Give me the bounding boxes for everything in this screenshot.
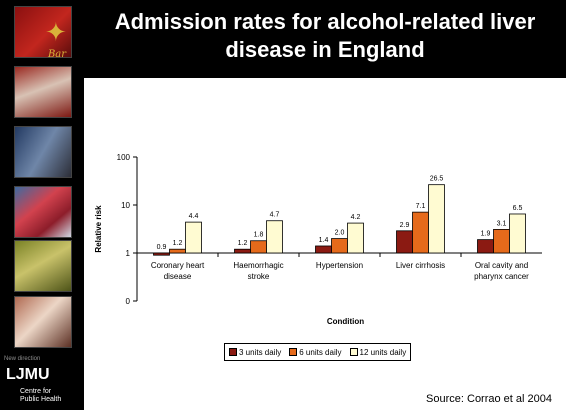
bar xyxy=(235,249,251,253)
y-tick-label: 1 xyxy=(126,249,131,258)
sidebar-image-strip: ✦ Bar New direction LJMU Centre for Publ… xyxy=(0,0,84,410)
bar xyxy=(154,253,170,255)
bar xyxy=(397,231,413,253)
legend-swatch xyxy=(350,348,358,356)
bar xyxy=(348,223,364,253)
x-tick-label: Hypertension xyxy=(316,261,363,270)
data-label: 1.9 xyxy=(481,231,491,238)
data-label: 2.9 xyxy=(400,222,410,229)
data-label: 6.5 xyxy=(513,205,523,212)
x-tick-label: stroke xyxy=(248,272,270,281)
data-label: 1.8 xyxy=(254,232,264,239)
x-tick-label: Haemorrhagic xyxy=(233,261,283,270)
data-label: 4.2 xyxy=(351,214,361,221)
data-label: 4.4 xyxy=(189,213,199,220)
star-icon: ✦ xyxy=(45,19,67,45)
page-title: Admission rates for alcohol-related live… xyxy=(84,8,566,64)
bar xyxy=(316,246,332,253)
legend-item: 3 units daily xyxy=(229,348,281,357)
data-label: 1.4 xyxy=(319,237,329,244)
data-label: 26.5 xyxy=(430,176,444,183)
x-tick-label: pharynx cancer xyxy=(474,272,529,281)
data-label: 2.0 xyxy=(335,230,345,237)
bar xyxy=(494,229,510,253)
x-axis-label: Condition xyxy=(327,317,364,326)
data-label: 3.1 xyxy=(497,220,507,227)
y-tick-label: 10 xyxy=(121,201,130,210)
thumbnail-photo-2 xyxy=(14,126,72,178)
logo-sub-line-2: Public Health xyxy=(20,396,61,404)
x-tick-label: Liver cirrhosis xyxy=(396,261,445,270)
x-tick-label: Coronary heart xyxy=(151,261,205,270)
legend-label: 6 units daily xyxy=(299,348,341,357)
thumbnail-photo-5 xyxy=(14,296,72,348)
bar xyxy=(413,212,429,253)
y-tick-label: 100 xyxy=(117,153,131,162)
legend-swatch xyxy=(229,348,237,356)
data-label: 4.7 xyxy=(270,212,280,219)
legend-item: 6 units daily xyxy=(289,348,341,357)
x-tick-label: Oral cavity and xyxy=(475,261,528,270)
ljmu-logo: LJMU xyxy=(6,366,50,384)
chart-legend: 3 units daily 6 units daily 12 units daily xyxy=(224,343,411,361)
thumbnail-photo-3 xyxy=(14,186,72,238)
data-label: 0.9 xyxy=(157,244,167,251)
logo-small-text: New direction xyxy=(4,356,40,362)
bar xyxy=(429,185,445,253)
bar-sign-thumbnail: ✦ Bar xyxy=(14,6,72,58)
bar xyxy=(186,222,202,253)
bar xyxy=(510,214,526,253)
bar xyxy=(267,221,283,253)
legend-item: 12 units daily xyxy=(350,348,407,357)
source-citation: Source: Corrao et al 2004 xyxy=(426,393,552,405)
logo-sub-line-1: Centre for xyxy=(20,388,61,396)
x-tick-label: disease xyxy=(164,272,192,281)
bar xyxy=(170,249,186,253)
centre-public-health-logo: Centre for Public Health xyxy=(20,388,61,404)
data-label: 1.2 xyxy=(238,240,248,247)
legend-label: 3 units daily xyxy=(239,348,281,357)
legend-swatch xyxy=(289,348,297,356)
thumbnail-photo-1 xyxy=(14,66,72,118)
bar xyxy=(332,239,348,253)
data-label: 1.2 xyxy=(173,240,183,247)
legend-label: 12 units daily xyxy=(360,348,407,357)
bar xyxy=(251,241,267,253)
y-tick-label: 0 xyxy=(126,297,131,306)
data-label: 7.1 xyxy=(416,203,426,210)
y-axis-label: Relative risk xyxy=(94,205,103,253)
bar xyxy=(478,240,494,253)
thumbnail-photo-4 xyxy=(14,240,72,292)
